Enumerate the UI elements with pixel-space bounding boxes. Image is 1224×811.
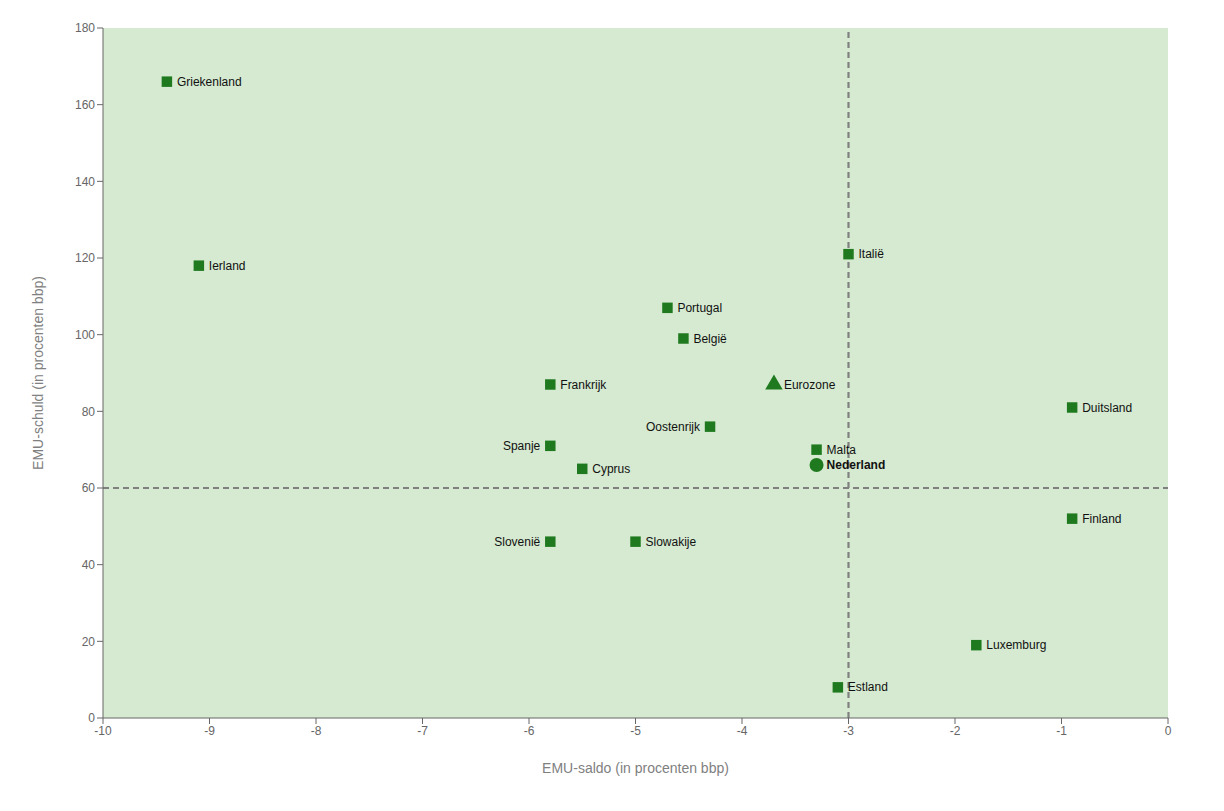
svg-text:Portugal: Portugal [677, 301, 722, 315]
svg-text:-7: -7 [417, 724, 428, 738]
svg-text:Frankrijk: Frankrijk [560, 378, 607, 392]
svg-text:40: 40 [82, 558, 96, 572]
svg-text:180: 180 [75, 21, 95, 35]
svg-text:80: 80 [82, 405, 96, 419]
svg-text:Malta: Malta [827, 443, 857, 457]
svg-text:Slovenië: Slovenië [494, 535, 540, 549]
svg-text:0: 0 [88, 711, 95, 725]
svg-text:-9: -9 [204, 724, 215, 738]
svg-text:60: 60 [82, 481, 96, 495]
svg-text:-1: -1 [1056, 724, 1067, 738]
svg-text:0: 0 [1165, 724, 1172, 738]
svg-text:Griekenland: Griekenland [177, 75, 242, 89]
svg-text:EMU-saldo (in procenten bbp): EMU-saldo (in procenten bbp) [542, 760, 729, 776]
svg-text:100: 100 [75, 328, 95, 342]
svg-text:-8: -8 [311, 724, 322, 738]
svg-text:-4: -4 [737, 724, 748, 738]
svg-text:Slowakije: Slowakije [646, 535, 697, 549]
svg-text:160: 160 [75, 98, 95, 112]
svg-text:-6: -6 [524, 724, 535, 738]
svg-text:Duitsland: Duitsland [1082, 401, 1132, 415]
svg-text:-5: -5 [630, 724, 641, 738]
svg-text:-3: -3 [843, 724, 854, 738]
svg-text:Italië: Italië [859, 247, 885, 261]
svg-text:Nederland: Nederland [827, 458, 886, 472]
svg-text:Ierland: Ierland [209, 259, 246, 273]
svg-text:Oostenrijk: Oostenrijk [646, 420, 701, 434]
svg-text:Finland: Finland [1082, 512, 1121, 526]
svg-text:EMU-schuld (in procenten bbp): EMU-schuld (in procenten bbp) [30, 276, 46, 470]
svg-text:-2: -2 [950, 724, 961, 738]
svg-text:Luxemburg: Luxemburg [986, 638, 1046, 652]
svg-text:Eurozone: Eurozone [784, 378, 836, 392]
svg-text:20: 20 [82, 635, 96, 649]
svg-text:-10: -10 [94, 724, 112, 738]
svg-text:120: 120 [75, 251, 95, 265]
svg-text:140: 140 [75, 175, 95, 189]
svg-text:Cyprus: Cyprus [592, 462, 630, 476]
svg-text:Spanje: Spanje [503, 439, 541, 453]
svg-text:België: België [693, 332, 727, 346]
svg-text:Estland: Estland [848, 680, 888, 694]
